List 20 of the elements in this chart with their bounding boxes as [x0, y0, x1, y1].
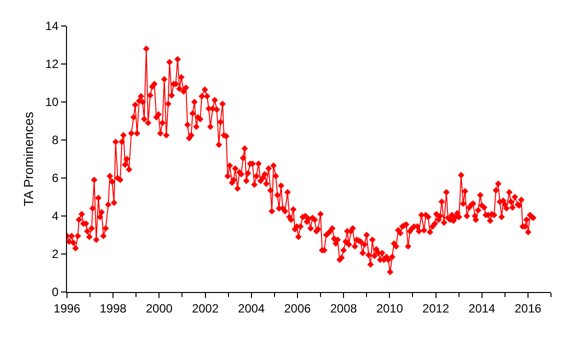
x-tick-label: 2008: [330, 301, 358, 316]
y-tick-label: 2: [52, 247, 59, 262]
x-tick-label: 1996: [54, 301, 81, 316]
x-tick-label: 2006: [284, 301, 312, 316]
y-tick-label: 0: [52, 285, 59, 300]
y-tick-label: 6: [52, 171, 59, 186]
x-tick-label: 2002: [192, 301, 219, 316]
y-tick-label: 12: [45, 57, 59, 72]
y-tick-label: 10: [45, 95, 59, 110]
x-tick-label: 2016: [514, 301, 542, 316]
x-tick-label: 1998: [100, 301, 127, 316]
y-tick-label: 4: [52, 209, 59, 224]
y-tick-label: 8: [52, 133, 59, 148]
x-tick-label: 2004: [238, 301, 266, 316]
y-tick-label: 14: [45, 19, 59, 34]
x-tick-label: 2010: [376, 301, 404, 316]
x-tick-label: 2000: [146, 301, 173, 316]
y-axis-title: TA Prominences: [21, 111, 36, 206]
x-tick-label: 2014: [468, 301, 496, 316]
x-tick-label: 2012: [422, 301, 450, 316]
